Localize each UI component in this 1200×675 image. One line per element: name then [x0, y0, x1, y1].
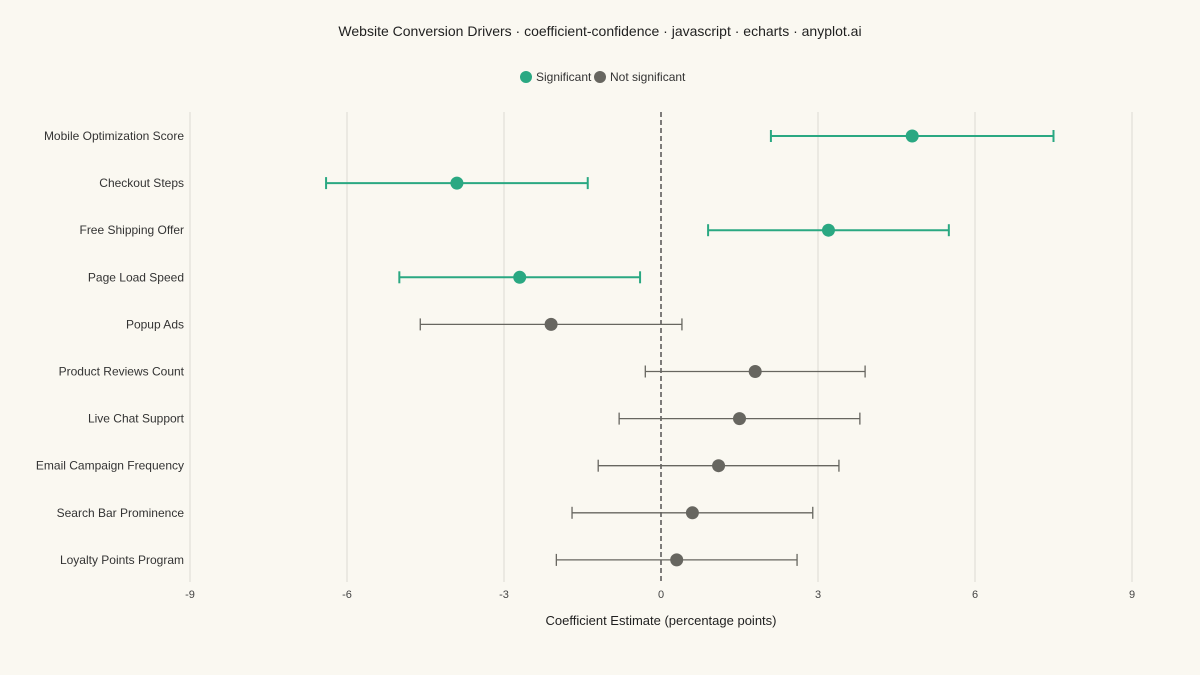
coefficient-point-group[interactable]	[644, 365, 866, 378]
x-tick-label: 9	[1129, 589, 1135, 601]
legend-item-not-significant[interactable]: Not significant	[594, 70, 686, 84]
coefficient-point-group[interactable]	[597, 459, 840, 473]
x-tick-label: -9	[185, 589, 195, 601]
x-tick-label: 0	[658, 589, 664, 601]
x-tick-label: 6	[972, 589, 978, 601]
coefficient-estimate-point[interactable]	[821, 223, 835, 237]
coefficient-point-group[interactable]	[571, 506, 814, 520]
legend-label-significant: Significant	[536, 70, 592, 84]
coefficient-estimate-point[interactable]	[670, 553, 684, 567]
plot-marks	[325, 129, 1055, 567]
legend-label-not-significant: Not significant	[610, 70, 686, 84]
x-tick-label: -6	[342, 589, 352, 601]
coefficient-estimate-point[interactable]	[748, 365, 762, 378]
category-label: Search Bar Prominence	[57, 506, 185, 520]
category-label: Popup Ads	[126, 317, 184, 331]
category-labels: Mobile Optimization Score Checkout Steps F…	[36, 129, 185, 567]
coefficient-estimate-point[interactable]	[513, 270, 527, 284]
x-tick-label: 3	[815, 589, 821, 601]
coefficient-estimate-point[interactable]	[685, 506, 699, 520]
coefficient-point-group[interactable]	[555, 553, 798, 567]
legend-marker-not-significant	[594, 71, 606, 83]
x-tick-label: -3	[499, 589, 509, 601]
coefficient-estimate-point[interactable]	[733, 412, 746, 426]
coefficient-point-group[interactable]	[419, 317, 683, 331]
coefficient-point-group[interactable]	[398, 270, 642, 284]
category-label: Email Campaign Frequency	[36, 459, 184, 473]
legend-marker-significant	[520, 71, 532, 83]
category-label: Page Load Speed	[88, 270, 184, 284]
chart-title: Website Conversion Drivers · coefficient…	[338, 23, 861, 39]
coefficient-estimate-point[interactable]	[712, 459, 726, 473]
coefficient-point-group[interactable]	[707, 223, 950, 237]
category-label: Loyalty Points Program	[60, 553, 184, 567]
category-label: Mobile Optimization Score	[44, 129, 184, 143]
category-label: Checkout Steps	[99, 176, 184, 190]
coefficient-point-group[interactable]	[325, 176, 589, 190]
legend-item-significant[interactable]: Significant	[520, 70, 592, 84]
category-label: Live Chat Support	[88, 412, 185, 426]
coefficient-estimate-point[interactable]	[905, 129, 919, 143]
grid-lines	[189, 112, 1133, 582]
coefficient-point-group[interactable]	[769, 129, 1055, 143]
legend[interactable]: Significant Not significant	[520, 70, 686, 84]
category-label: Product Reviews Count	[59, 365, 185, 379]
x-tick-labels: -9 -6 -3 0 3 6 9	[185, 589, 1135, 601]
x-axis-title: Coefficient Estimate (percentage points)	[546, 613, 777, 628]
coefficient-estimate-point[interactable]	[544, 317, 558, 331]
category-label: Free Shipping Offer	[79, 223, 184, 237]
coefficient-estimate-point[interactable]	[450, 176, 464, 190]
coefficient-point-group[interactable]	[618, 412, 861, 426]
